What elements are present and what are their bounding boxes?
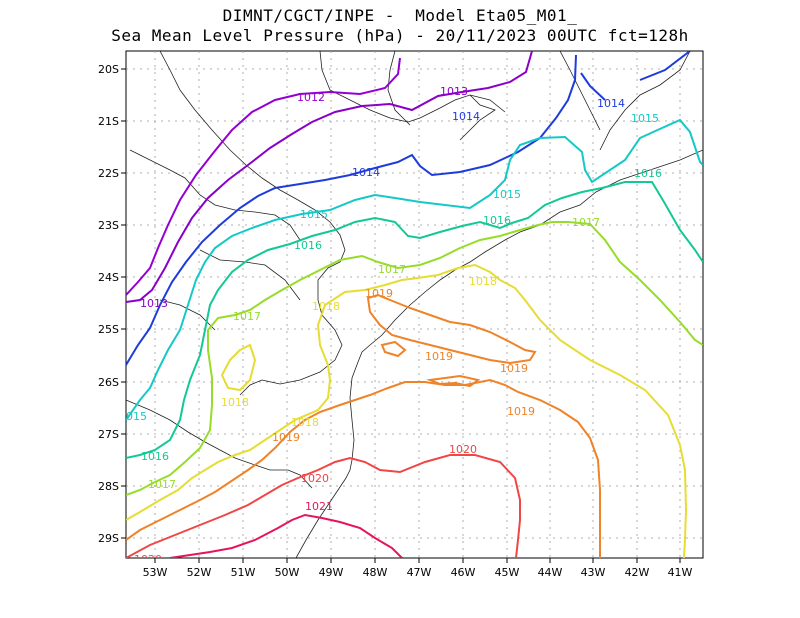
isobar-1016: [126, 181, 703, 459]
grid-lines: [126, 51, 703, 558]
lat-label: 21S: [98, 115, 119, 128]
label-1014-b: 1014: [452, 110, 480, 123]
label-1020-a: 1020: [449, 443, 477, 456]
lon-label: 46W: [451, 566, 476, 579]
label-1019-a: 1019: [365, 287, 393, 300]
lon-label: 48W: [363, 566, 388, 579]
label-1016-c: 1016: [634, 167, 662, 180]
plot-frame: [125, 50, 704, 559]
label-1012: 1012: [297, 91, 325, 104]
label-1015-b: 1015: [493, 188, 521, 201]
label-1015-a: 1015: [300, 208, 328, 221]
isobar-1020: [126, 454, 521, 558]
label-1021: 1021: [305, 500, 333, 513]
label-1018-a: 1018: [312, 300, 340, 313]
label-1017-b: 1017: [378, 263, 406, 276]
lon-label: 43W: [581, 566, 606, 579]
label-1017-a: 1017: [233, 310, 261, 323]
label-1018-b: 1018: [469, 275, 497, 288]
label-1015-edge: 015: [126, 410, 147, 423]
label-1019-d: 1019: [507, 405, 535, 418]
longitude-labels: 53W 52W 51W 50W 49W 48W 47W 46W 45W 44W …: [143, 566, 693, 579]
label-1013-b: 1013: [140, 297, 168, 310]
isobar-1017: [126, 221, 703, 496]
label-1016-b: 1016: [483, 214, 511, 227]
isobar-1013: [126, 51, 533, 303]
label-1018-d: 1018: [291, 416, 319, 429]
lon-label: 50W: [275, 566, 300, 579]
lat-label: 23S: [98, 219, 119, 232]
label-1019-b: 1019: [425, 350, 453, 363]
label-1017-d: 1017: [148, 478, 176, 491]
label-1018-c: 1018: [221, 396, 249, 409]
axis-ticks: [121, 68, 681, 563]
label-1019-e: 1019: [272, 431, 300, 444]
lon-label: 52W: [187, 566, 212, 579]
label-1016-d: 1016: [141, 450, 169, 463]
label-1015-c: 1015: [631, 112, 659, 125]
lat-label: 20S: [98, 63, 119, 76]
isobar-1015: [126, 118, 703, 421]
lon-label: 53W: [143, 566, 168, 579]
lon-label: 51W: [231, 566, 256, 579]
map-title: DIMNT/CGCT/INPE - Model Eta05_M01_: [222, 6, 578, 25]
isobar-1012: [126, 57, 401, 296]
lon-label: 42W: [625, 566, 650, 579]
lat-label: 29S: [98, 532, 119, 545]
lon-label: 45W: [495, 566, 520, 579]
label-1020-b: 1020: [301, 472, 329, 485]
latitude-labels: 20S 21S 22S 23S 24S 25S 26S 27S 28S 29S: [98, 63, 119, 545]
label-1019-c: 1019: [500, 362, 528, 375]
label-1016-a: 1016: [294, 239, 322, 252]
contour-labels: 1012 1013 1013 1014 1014 1014 1015 1015 …: [126, 85, 662, 566]
label-1013-a: 1013: [440, 85, 468, 98]
label-1014-c: 1014: [597, 97, 625, 110]
label-1014-a: 1014: [352, 166, 380, 179]
label-1017-c: 1017: [572, 216, 600, 229]
lon-label: 44W: [538, 566, 563, 579]
lat-label: 24S: [98, 271, 119, 284]
isobar-1018: [126, 263, 688, 558]
coastline-borders: [126, 51, 703, 558]
lon-label: 49W: [319, 566, 344, 579]
isobar-1014: [126, 51, 691, 366]
lon-label: 41W: [668, 566, 693, 579]
isobars: [126, 51, 703, 558]
lon-label: 47W: [407, 566, 432, 579]
lat-label: 26S: [98, 376, 119, 389]
lat-label: 25S: [98, 323, 119, 336]
isobar-1019b: [380, 340, 481, 388]
map-subtitle: Sea Mean Level Pressure (hPa) - 20/11/20…: [111, 26, 689, 45]
label-1020-c: 1020: [134, 553, 162, 566]
lat-label: 28S: [98, 480, 119, 493]
lat-label: 22S: [98, 167, 119, 180]
isobar-1019: [126, 293, 601, 558]
lat-label: 27S: [98, 428, 119, 441]
isobar-1021: [169, 513, 403, 558]
